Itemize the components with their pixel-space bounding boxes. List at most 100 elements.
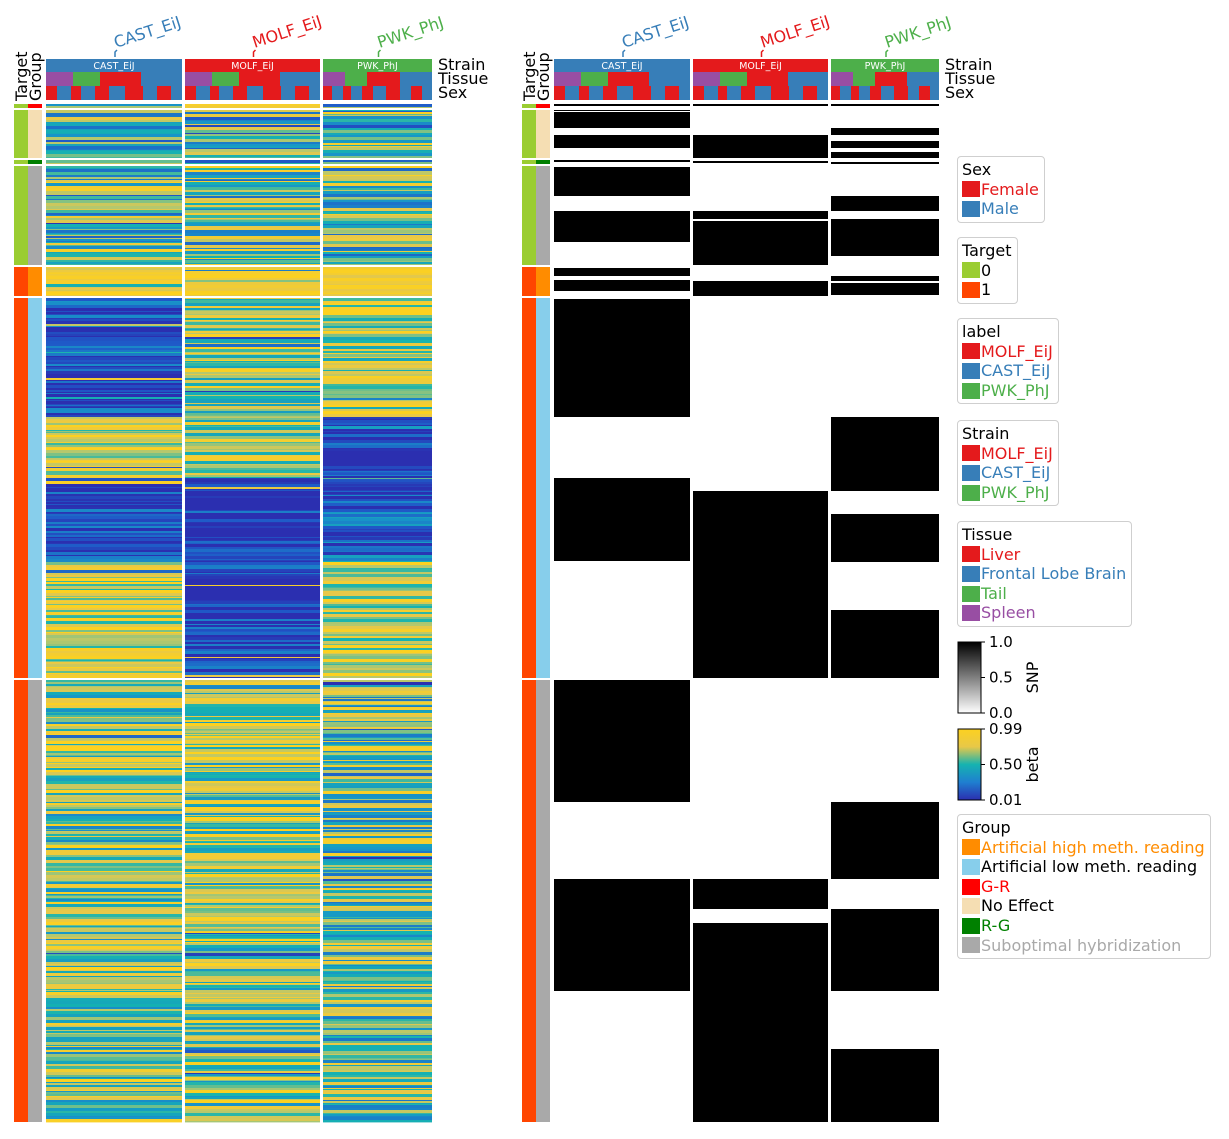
beta-row <box>185 916 320 918</box>
beta-row <box>46 326 182 328</box>
beta-row <box>46 597 182 599</box>
beta-row <box>323 827 432 830</box>
beta-row <box>185 861 320 864</box>
beta-row <box>323 162 432 166</box>
beta-row <box>185 976 320 980</box>
beta-row <box>323 1069 432 1071</box>
beta-row <box>46 471 182 474</box>
tissue-annotation <box>345 72 367 86</box>
beta-row <box>185 391 320 393</box>
beta-row <box>46 496 182 500</box>
beta-row <box>46 814 182 817</box>
beta-row <box>46 275 182 277</box>
beta-row <box>185 720 320 722</box>
beta-row <box>185 478 320 480</box>
beta-row <box>185 1118 320 1120</box>
tissue-annotation <box>212 72 239 86</box>
beta-row <box>185 215 320 219</box>
beta-row <box>323 457 432 460</box>
beta-row <box>185 142 320 145</box>
beta-row <box>46 488 182 491</box>
beta-row <box>323 905 432 907</box>
beta-row <box>323 1004 432 1008</box>
beta-row <box>185 651 320 655</box>
legend-swatch <box>962 937 980 954</box>
beta-row <box>185 139 320 143</box>
beta-row <box>185 263 320 265</box>
beta-row <box>323 323 432 327</box>
beta-row <box>323 247 432 249</box>
beta-row <box>185 872 320 874</box>
beta-row <box>46 720 182 723</box>
column-group-label: MOLF_EiJ <box>250 12 324 53</box>
beta-row <box>185 461 320 465</box>
beta-row <box>46 262 182 265</box>
beta-row <box>185 735 320 737</box>
beta-row <box>185 935 320 937</box>
beta-row <box>323 865 432 868</box>
beta-row <box>323 622 432 625</box>
beta-row <box>185 1056 320 1060</box>
beta-row <box>46 423 182 426</box>
legend-swatch <box>962 262 980 279</box>
beta-row <box>46 1105 182 1109</box>
beta-row <box>185 465 320 469</box>
beta-row <box>185 222 320 224</box>
snp-block <box>831 514 939 562</box>
beta-row <box>323 906 432 908</box>
beta-row <box>46 149 182 151</box>
beta-row <box>323 546 432 549</box>
beta-row <box>46 544 182 548</box>
beta-row <box>185 899 320 902</box>
beta-row <box>46 290 182 292</box>
beta-row <box>185 815 320 817</box>
beta-row <box>46 846 182 849</box>
beta-row <box>323 763 432 766</box>
tissue-annotation <box>693 72 720 86</box>
beta-row <box>185 619 320 622</box>
beta-row <box>185 468 320 471</box>
beta-row <box>323 587 432 589</box>
group-annotation <box>28 297 42 679</box>
beta-row <box>323 449 432 452</box>
beta-row <box>46 914 182 918</box>
beta-row <box>46 850 182 854</box>
beta-row <box>46 943 182 945</box>
beta-row <box>185 1093 320 1097</box>
beta-row <box>323 977 432 981</box>
beta-row <box>185 984 320 986</box>
beta-row <box>185 210 320 214</box>
beta-row <box>46 684 182 687</box>
beta-row <box>323 273 432 276</box>
beta-row <box>323 791 432 795</box>
beta-row <box>185 285 320 289</box>
beta-row <box>46 837 182 841</box>
beta-row <box>46 989 182 991</box>
beta-row <box>185 698 320 700</box>
beta-row <box>323 1030 432 1034</box>
beta-row <box>185 932 320 934</box>
beta-row <box>323 254 432 257</box>
beta-row <box>185 280 320 283</box>
beta-row <box>323 1019 432 1022</box>
beta-row <box>323 551 432 553</box>
beta-row <box>185 334 320 338</box>
beta-row <box>185 998 320 1000</box>
beta-row <box>46 142 182 145</box>
beta-row <box>46 550 182 553</box>
beta-heatmap <box>46 104 432 1123</box>
beta-row <box>46 722 182 725</box>
beta-row <box>323 261 432 263</box>
beta-colorbar <box>957 728 982 801</box>
beta-row <box>185 538 320 541</box>
beta-row <box>46 586 182 590</box>
beta-row <box>185 842 320 844</box>
beta-row <box>323 648 432 651</box>
strain-annotation <box>46 59 182 72</box>
beta-row <box>46 556 182 560</box>
sex-annotation <box>185 86 196 100</box>
beta-row <box>46 447 182 449</box>
beta-row <box>46 415 182 418</box>
beta-row <box>323 181 432 184</box>
beta-row <box>185 874 320 878</box>
